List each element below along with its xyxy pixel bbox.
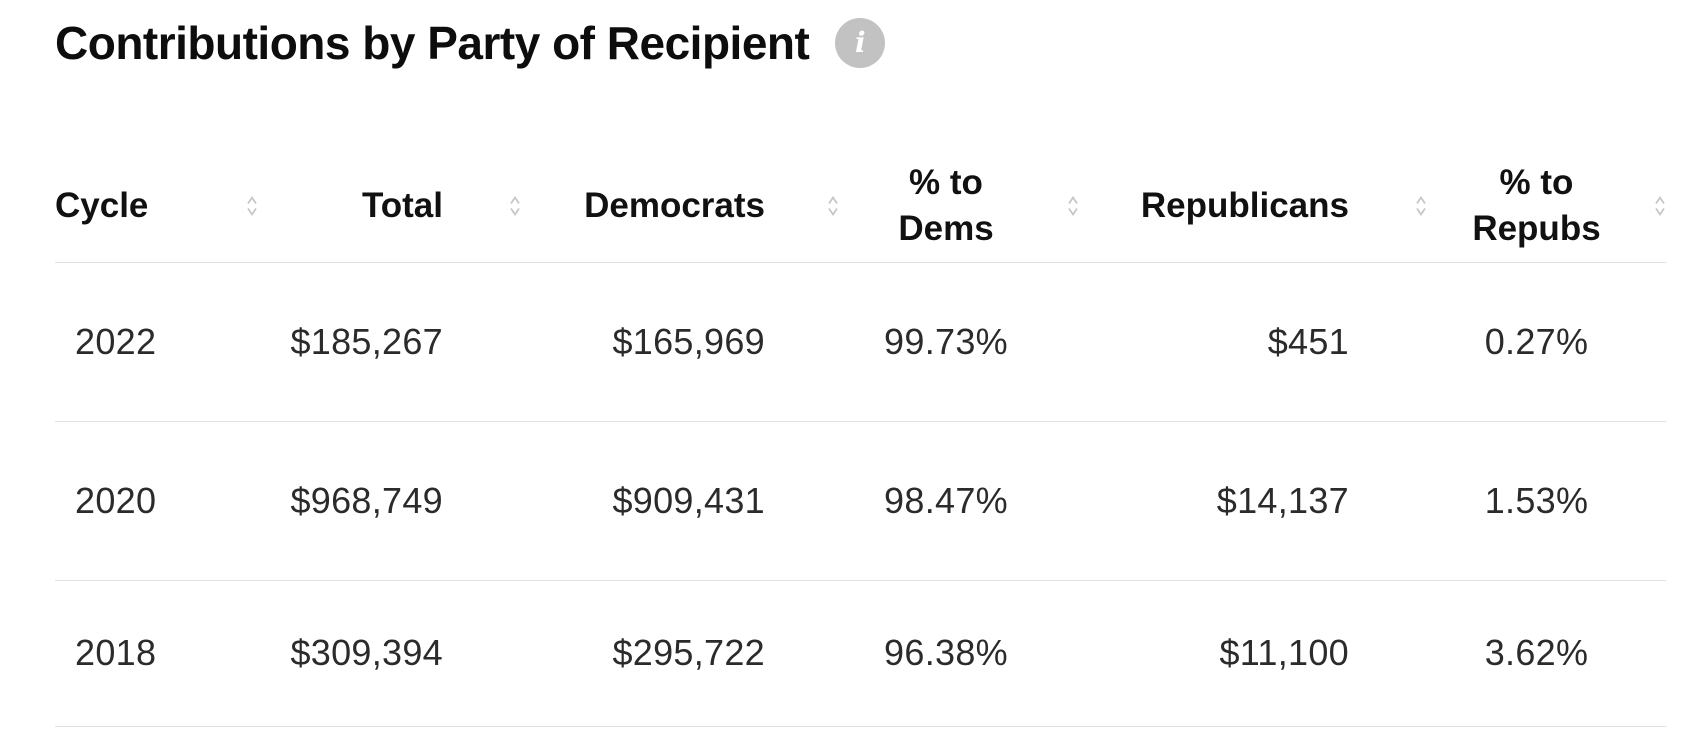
column-header-republicans[interactable]: Republicans	[1079, 150, 1427, 263]
table-header: Cycle Total Democrats	[55, 150, 1666, 263]
column-header-total[interactable]: Total	[258, 150, 521, 263]
info-icon[interactable]: i	[835, 18, 886, 68]
column-header-total-label: Total	[361, 185, 443, 225]
column-header-republicans-label: Republicans	[1140, 185, 1349, 225]
column-header-cycle-label: Cycle	[55, 185, 149, 225]
section-header: Contributions by Party of Recipient i	[55, 12, 1708, 74]
sort-icon[interactable]	[1067, 194, 1079, 218]
table-row-2020: 2020 $968,749 $909,431 98.47% $14,137 1.…	[55, 421, 1666, 581]
column-header-democrats[interactable]: Democrats	[521, 150, 839, 263]
column-header-cycle[interactable]: Cycle	[55, 150, 258, 263]
cell-pct-dems: 96.38%	[839, 580, 1079, 727]
table-row-2022: 2022 $185,267 $165,969 99.73% $451 0.27%	[55, 262, 1666, 422]
cell-democrats: $295,722	[521, 580, 839, 727]
column-header-democrats-label: Democrats	[584, 185, 765, 225]
column-header-pct-to-repubs-label: % to Repubs	[1472, 163, 1601, 248]
page-title: Contributions by Party of Recipient	[55, 17, 810, 69]
cell-cycle: 2020	[55, 421, 258, 581]
cell-pct-dems: 98.47%	[839, 421, 1079, 581]
column-header-pct-to-repubs[interactable]: % to Repubs	[1427, 150, 1666, 263]
sort-icon[interactable]	[1415, 194, 1427, 218]
table-body: 2022 $185,267 $165,969 99.73% $451 0.27%…	[55, 262, 1666, 727]
sort-icon[interactable]	[827, 194, 839, 218]
table-row-2018: 2018 $309,394 $295,722 96.38% $11,100 3.…	[55, 580, 1666, 727]
cell-democrats: $165,969	[521, 262, 839, 422]
cell-pct-repubs: 0.27%	[1427, 262, 1666, 422]
sort-icon[interactable]	[1654, 194, 1666, 218]
cell-republicans: $14,137	[1079, 421, 1427, 581]
cell-cycle: 2018	[55, 580, 258, 727]
cell-pct-dems: 99.73%	[839, 262, 1079, 422]
cell-total: $185,267	[258, 262, 521, 422]
contributions-table: Cycle Total Democrats	[55, 150, 1666, 727]
cell-republicans: $451	[1079, 262, 1427, 422]
info-icon-glyph: i	[855, 26, 866, 59]
cell-republicans: $11,100	[1079, 580, 1427, 727]
cell-pct-repubs: 1.53%	[1427, 421, 1666, 581]
cell-total: $309,394	[258, 580, 521, 727]
sort-icon[interactable]	[246, 194, 258, 218]
cell-total: $968,749	[258, 421, 521, 581]
header-row: Cycle Total Democrats	[55, 150, 1666, 263]
cell-cycle: 2022	[55, 262, 258, 422]
cell-democrats: $909,431	[521, 421, 839, 581]
sort-icon[interactable]	[509, 194, 521, 218]
cell-pct-repubs: 3.62%	[1427, 580, 1666, 727]
column-header-pct-to-dems[interactable]: % to Dems	[839, 150, 1079, 263]
column-header-pct-to-dems-label: % to Dems	[898, 163, 994, 248]
